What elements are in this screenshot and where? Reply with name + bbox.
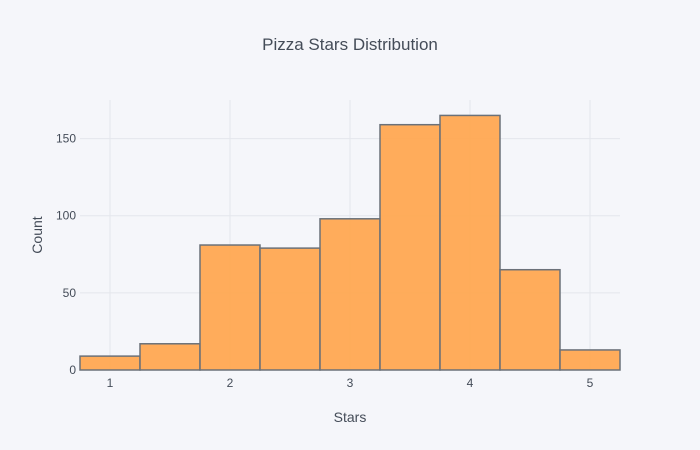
chart-title: Pizza Stars Distribution [262, 35, 438, 54]
x-tick-label: 3 [347, 376, 354, 390]
x-axis-ticks: 1 2 3 4 5 [107, 376, 594, 390]
x-axis-title: Stars [334, 409, 367, 425]
y-tick-label: 100 [56, 209, 76, 223]
y-tick-label: 50 [63, 286, 77, 300]
x-tick-label: 5 [587, 376, 594, 390]
histogram-bar [199, 244, 261, 371]
x-tick-label: 4 [467, 376, 474, 390]
y-axis-title: Count [29, 216, 45, 253]
x-tick-label: 2 [227, 376, 234, 390]
histogram-bar [319, 218, 381, 371]
histogram-bar [259, 247, 321, 371]
histogram-bar [139, 343, 201, 371]
histogram-bar [379, 123, 441, 371]
y-axis-ticks: 0 50 100 150 [56, 132, 76, 377]
histogram-bar [499, 268, 561, 371]
y-tick-label: 0 [69, 363, 76, 377]
histogram-bar [79, 355, 141, 371]
histogram-bar [559, 349, 621, 371]
histogram-bar [439, 114, 501, 371]
y-tick-label: 150 [56, 132, 76, 146]
x-tick-label: 1 [107, 376, 114, 390]
histogram-bars [79, 114, 621, 371]
